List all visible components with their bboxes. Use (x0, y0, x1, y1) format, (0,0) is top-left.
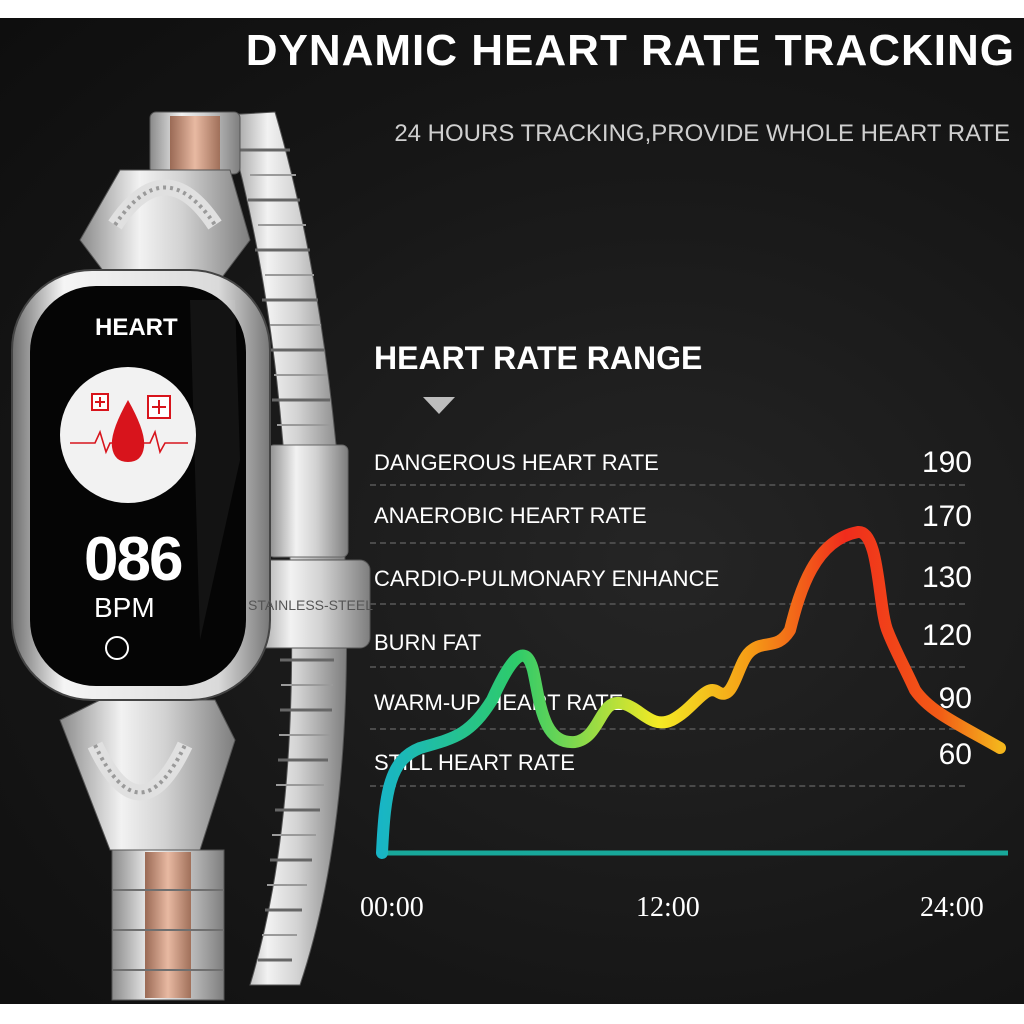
zone-divider (370, 728, 965, 730)
zone-divider (370, 603, 965, 605)
home-button[interactable] (105, 636, 129, 660)
top-band (79, 111, 251, 281)
zone-value-cardio: 130 (921, 561, 972, 594)
screen-title: HEART (95, 314, 178, 341)
down-arrow-icon (423, 397, 455, 414)
time-label-end: 24:00 (920, 892, 984, 923)
bpm-value: 086 (84, 525, 183, 594)
bpm-unit: BPM (94, 592, 155, 623)
heart-drop-icon (60, 367, 196, 503)
time-label-start: 00:00 (360, 892, 424, 923)
range-title: HEART RATE RANGE (374, 340, 703, 376)
page-subtitle: 24 HOURS TRACKING,PROVIDE WHOLE HEART RA… (394, 120, 1010, 147)
heart-rate-curve (376, 526, 1006, 859)
zone-divider (370, 666, 965, 668)
zone-value-anaerobic: 170 (921, 500, 972, 533)
time-label-mid: 12:00 (636, 892, 700, 923)
clasp-engraving: STAINLESS-STEEL (248, 597, 374, 613)
zone-label-dangerous: DANGEROUS HEART RATE (374, 450, 659, 475)
zone-divider (370, 785, 965, 787)
bottom-band (59, 699, 236, 1001)
zone-divider (370, 542, 965, 544)
zone-value-dangerous: 190 (921, 446, 972, 479)
zone-divider (370, 484, 965, 486)
zone-label-burn-fat: BURN FAT (374, 630, 482, 655)
zone-value-burn-fat: 120 (921, 619, 972, 652)
zone-label-anaerobic: ANAEROBIC HEART RATE (374, 503, 647, 528)
zone-label-cardio: CARDIO-PULMONARY ENHANCE (374, 566, 720, 591)
page-title: DYNAMIC HEART RATE TRACKING (245, 26, 1015, 75)
zone-value-still: 60 (938, 738, 972, 771)
